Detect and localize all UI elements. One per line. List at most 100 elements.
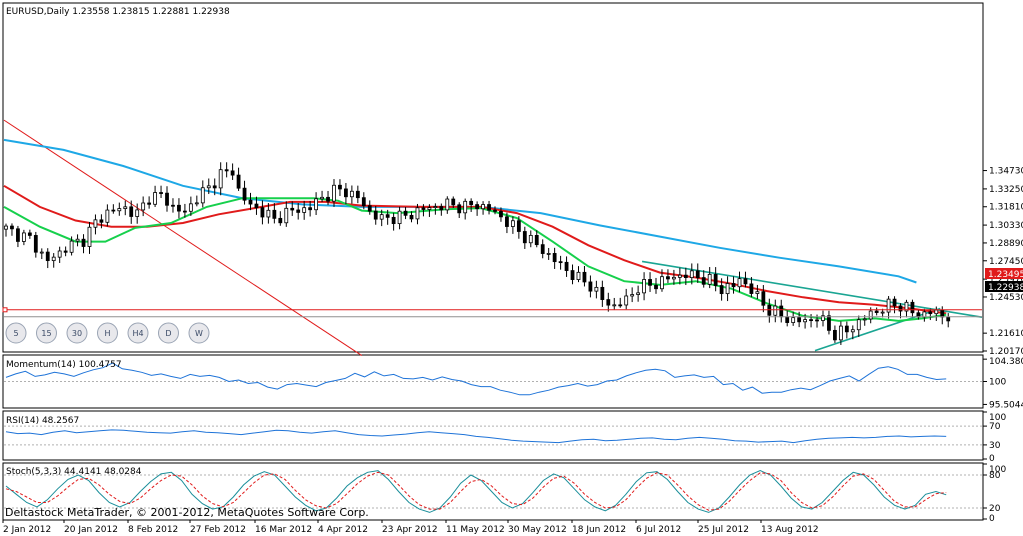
candle	[451, 196, 456, 208]
x-tick-label: 4 Apr 2012	[318, 525, 368, 535]
candle	[147, 196, 152, 209]
candle	[117, 202, 122, 216]
svg-text:15: 15	[41, 329, 51, 338]
candle	[505, 212, 509, 234]
candle	[719, 278, 724, 301]
candle	[248, 192, 253, 211]
candle	[391, 212, 396, 231]
candle	[296, 203, 301, 220]
candle	[308, 200, 313, 217]
candle	[194, 195, 199, 207]
candle	[570, 264, 575, 285]
candle	[45, 248, 50, 269]
candle	[600, 280, 605, 307]
candle	[445, 196, 450, 214]
candle	[320, 190, 324, 203]
copyright-text: Deltastock MetaTrader, © 2001-2012, Meta…	[5, 506, 369, 519]
indicator-line	[5, 362, 947, 396]
candle	[522, 226, 527, 249]
indicator-line	[5, 429, 947, 444]
candle	[75, 234, 80, 247]
timeframe-button-15[interactable]: 15	[36, 322, 57, 344]
candle	[660, 269, 664, 292]
indicator-tick-label: 104.380	[989, 357, 1023, 367]
candle	[302, 200, 307, 220]
candle	[344, 183, 348, 205]
candle	[582, 265, 587, 287]
y-tick-label: 1.30330	[989, 221, 1023, 231]
x-tick-label: 30 May 2012	[508, 525, 567, 535]
candle	[21, 229, 26, 246]
bid-marker	[2, 307, 8, 313]
x-axis: 2 Jan 2012 20 Jan 2012 8 Feb 2012 27 Feb 20…	[2, 520, 819, 535]
candle	[135, 203, 140, 224]
candle	[761, 285, 766, 313]
svg-text:H4: H4	[132, 329, 143, 338]
candle	[707, 267, 712, 289]
candlesticks	[4, 162, 951, 345]
candle	[487, 200, 491, 215]
candle	[99, 214, 104, 229]
timeframe-buttons[interactable]: 5 15 30 H H4 D W	[5, 322, 210, 344]
candle	[546, 247, 551, 260]
y-tick-label: 1.33250	[989, 185, 1023, 195]
timeframe-button-d[interactable]: D	[158, 322, 179, 344]
y-tick-label: 1.34730	[989, 167, 1023, 177]
timeframe-button-h[interactable]: H	[97, 322, 118, 344]
x-tick-label: 23 Apr 2012	[382, 525, 438, 535]
candle	[612, 297, 617, 311]
stoch-title: Stoch(5,3,3) 44.4141 48.0284	[6, 467, 142, 477]
candle	[540, 239, 545, 259]
candle	[683, 267, 688, 286]
candle	[290, 201, 295, 216]
timeframe-button-h4[interactable]: H4	[127, 322, 149, 344]
candle	[427, 204, 432, 217]
indicator-tick-label: 70	[989, 422, 1001, 432]
candle	[16, 225, 20, 248]
candle	[439, 203, 444, 216]
candle	[69, 236, 74, 256]
y-tick-label: 1.31810	[989, 203, 1023, 213]
candle	[93, 214, 98, 235]
candle	[409, 211, 414, 223]
candle	[10, 223, 14, 236]
momentum-title: Momentum(14) 100.4757	[6, 360, 122, 370]
candle	[373, 205, 378, 225]
candle	[278, 211, 283, 226]
candle	[254, 196, 259, 215]
candle	[618, 297, 623, 308]
candle	[183, 203, 187, 218]
candle	[630, 287, 635, 303]
x-tick-label: 27 Feb 2012	[190, 525, 246, 535]
candle	[129, 200, 134, 224]
candle	[475, 201, 480, 216]
indicator-tick-label: 20	[989, 504, 1001, 514]
candle	[159, 185, 163, 198]
candle	[242, 180, 247, 205]
x-tick-label: 18 Jun 2012	[572, 525, 626, 535]
candle	[469, 198, 474, 212]
candle	[677, 267, 682, 285]
timeframe-button-w[interactable]: W	[188, 322, 210, 344]
candle	[672, 269, 676, 285]
price-lines	[2, 307, 982, 318]
candle	[904, 299, 909, 318]
candle	[463, 198, 468, 220]
candle	[224, 162, 229, 178]
timeframe-button-5[interactable]: 5	[5, 322, 27, 344]
candle	[666, 269, 670, 283]
candle	[838, 321, 843, 345]
candle	[689, 263, 694, 285]
candle	[701, 270, 706, 288]
candle	[636, 285, 641, 302]
candle	[791, 311, 796, 326]
candle	[397, 206, 402, 230]
candle	[833, 325, 837, 343]
main-panel-frame	[2, 2, 984, 353]
timeframe-button-30[interactable]: 30	[66, 322, 88, 344]
svg-text:W: W	[195, 329, 203, 338]
indicator-tick-label: 80	[989, 471, 1001, 481]
indicator-tick-label: 0	[989, 514, 995, 524]
moving-averages	[3, 138, 947, 322]
